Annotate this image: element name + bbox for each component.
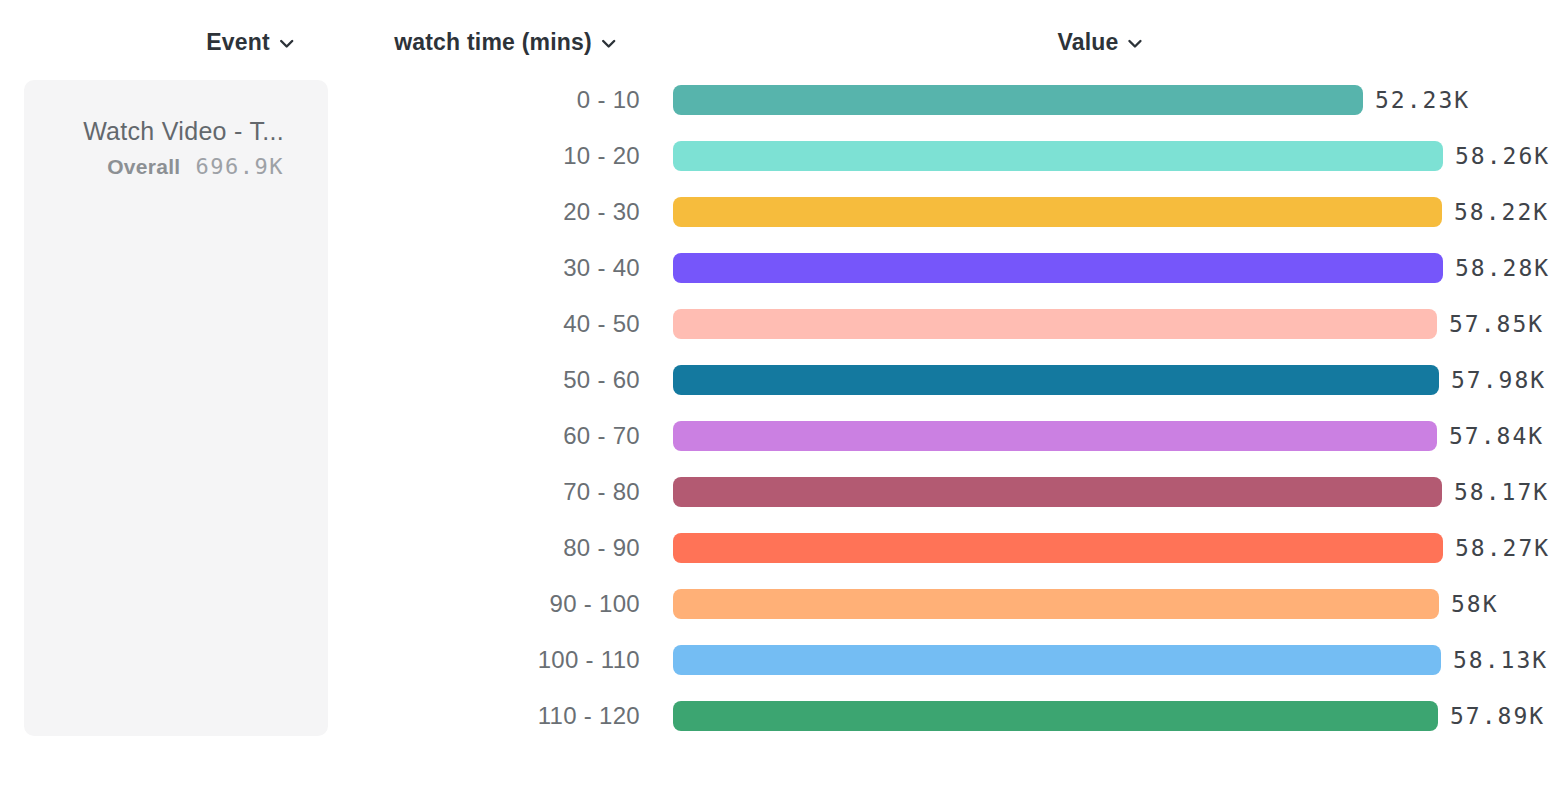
category-label: 110 - 120 [0,702,640,730]
category-label: 50 - 60 [0,366,640,394]
category-label: 20 - 30 [0,198,640,226]
value-label: 58.27K [1455,535,1550,561]
chart-row: 30 - 40 58.28K [0,253,1568,283]
value-label: 57.84K [1449,423,1544,449]
chart-row: 10 - 20 58.26K [0,141,1568,171]
chart-row: 0 - 10 52.23K [0,85,1568,115]
value-label: 58K [1451,591,1499,617]
insights-report: Event watch time (mins) Value Watch Vide… [0,0,1568,790]
value-label: 57.98K [1451,367,1546,393]
value-label: 57.85K [1449,311,1544,337]
chart-row: 50 - 60 57.98K [0,365,1568,395]
category-label: 30 - 40 [0,254,640,282]
category-label: 60 - 70 [0,422,640,450]
chart-row: 20 - 30 58.22K [0,197,1568,227]
bar-segment-40-50[interactable] [673,309,1437,339]
bar-segment-110-120[interactable] [673,701,1438,731]
category-label: 40 - 50 [0,310,640,338]
value-label: 57.89K [1450,703,1545,729]
category-label: 80 - 90 [0,534,640,562]
bar-segment-70-80[interactable] [673,477,1442,507]
chart-row: 90 - 100 58K [0,589,1568,619]
bar-segment-30-40[interactable] [673,253,1443,283]
category-label: 100 - 110 [0,646,640,674]
value-label: 52.23K [1375,87,1470,113]
category-label: 90 - 100 [0,590,640,618]
value-label: 58.26K [1455,143,1550,169]
value-label: 58.28K [1455,255,1550,281]
category-label: 0 - 10 [0,86,640,114]
chart-row: 40 - 50 57.85K [0,309,1568,339]
category-label: 70 - 80 [0,478,640,506]
bar-segment-20-30[interactable] [673,197,1442,227]
chart-row: 110 - 120 57.89K [0,701,1568,731]
chart-row: 100 - 110 58.13K [0,645,1568,675]
bar-segment-60-70[interactable] [673,421,1437,451]
bar-segment-50-60[interactable] [673,365,1439,395]
value-label: 58.13K [1453,647,1548,673]
bar-segment-90-100[interactable] [673,589,1439,619]
bar-chart: 0 - 10 52.23K 10 - 20 58.26K 20 - 30 58.22K 30… [0,0,1568,790]
chart-row: 60 - 70 57.84K [0,421,1568,451]
value-label: 58.22K [1454,199,1549,225]
chart-row: 80 - 90 58.27K [0,533,1568,563]
bar-segment-10-20[interactable] [673,141,1443,171]
bar-segment-100-110[interactable] [673,645,1441,675]
bar-segment-80-90[interactable] [673,533,1443,563]
bar-segment-0-10[interactable] [673,85,1363,115]
value-label: 58.17K [1454,479,1549,505]
chart-row: 70 - 80 58.17K [0,477,1568,507]
category-label: 10 - 20 [0,142,640,170]
